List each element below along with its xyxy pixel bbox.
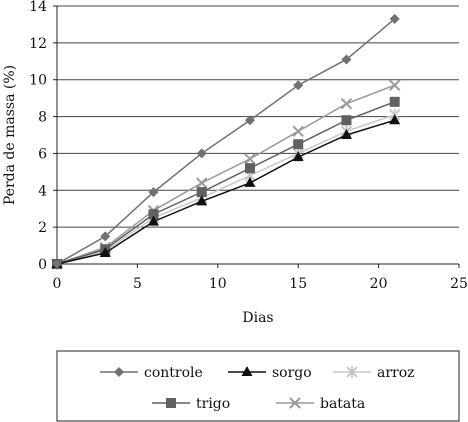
data-point-controle xyxy=(196,148,207,159)
data-point-controle xyxy=(100,231,111,242)
series-batata xyxy=(51,79,401,270)
legend-item-batata: batata xyxy=(276,396,365,412)
legend-item-controle: controle xyxy=(100,365,203,381)
data-point-sorgo xyxy=(99,246,111,257)
data-point-controle xyxy=(389,13,400,24)
marker-stroke xyxy=(292,125,304,138)
x-tick-label: 25 xyxy=(450,276,468,292)
y-tick-label: 0 xyxy=(38,257,47,273)
data-series xyxy=(51,13,401,270)
data-point-controle xyxy=(52,259,62,269)
tick-labels: 0 2 4 6 8 10 12 14 0 5 10 15 20 25 xyxy=(29,0,468,292)
y-tick-label: 10 xyxy=(29,73,47,89)
marker-stroke xyxy=(388,79,401,91)
series-line-batata xyxy=(56,84,395,265)
data-point-sorgo xyxy=(340,129,352,139)
y-axis-label: Perda de massa (%) xyxy=(2,65,18,205)
series-line-sorgo xyxy=(56,119,395,265)
legend-item-arroz: arroz xyxy=(333,365,415,381)
legend-item-sorgo: sorgo xyxy=(228,365,312,381)
series-line-trigo xyxy=(56,101,395,265)
legend-label: controle xyxy=(144,365,203,381)
y-tick-label: 8 xyxy=(38,110,47,126)
marker-stroke xyxy=(289,397,301,409)
legend-label: batata xyxy=(320,396,365,412)
marker-stroke xyxy=(340,97,353,110)
legend-marker xyxy=(289,397,301,409)
data-point-controle xyxy=(293,80,304,91)
data-point-sorgo xyxy=(147,215,159,226)
data-point-sorgo xyxy=(292,151,304,162)
y-tick-label: 12 xyxy=(29,36,47,52)
legend-box xyxy=(56,350,460,422)
legend-item-trigo: trigo xyxy=(152,396,230,412)
legend-label: trigo xyxy=(196,396,230,412)
legend-label: sorgo xyxy=(272,365,312,381)
legend-label: arroz xyxy=(377,365,415,381)
legend-marker xyxy=(166,398,176,408)
legend: controle sorgo arroz trigo batata xyxy=(56,350,460,422)
y-tick-label: 14 xyxy=(29,0,47,15)
x-tick-label: 0 xyxy=(53,276,62,292)
legend-marker xyxy=(241,366,253,376)
axes xyxy=(53,5,460,268)
series-line-controle xyxy=(56,18,396,265)
series-trigo xyxy=(52,96,400,269)
data-point-controle xyxy=(341,54,352,65)
gridlines xyxy=(57,5,459,228)
data-point-trigo xyxy=(196,187,207,198)
data-point-sorgo xyxy=(196,195,208,206)
x-tick-label: 5 xyxy=(133,276,142,292)
data-point-batata xyxy=(196,177,208,189)
data-point-trigo xyxy=(341,115,352,126)
y-tick-label: 2 xyxy=(38,220,47,236)
marker-stroke xyxy=(244,153,256,165)
data-point-trigo xyxy=(244,163,255,174)
x-tick-label: 10 xyxy=(209,276,227,292)
x-tick-label: 15 xyxy=(289,276,307,292)
y-tick-label: 4 xyxy=(38,183,47,199)
x-axis-label: Dias xyxy=(242,310,273,326)
data-point-controle xyxy=(244,115,255,126)
data-point-batata xyxy=(388,79,401,91)
data-point-batata xyxy=(340,97,353,110)
series-line-arroz xyxy=(56,114,395,265)
x-tick-label: 20 xyxy=(370,276,388,292)
series-controle xyxy=(52,13,400,269)
data-point-sorgo xyxy=(389,114,401,125)
data-point-trigo xyxy=(389,96,400,107)
data-point-trigo xyxy=(293,139,304,150)
data-point-batata xyxy=(244,153,256,165)
y-tick-label: 6 xyxy=(38,146,47,162)
data-point-trigo xyxy=(148,209,159,220)
data-point-batata xyxy=(292,125,304,138)
data-point-sorgo xyxy=(244,176,256,187)
data-point-controle xyxy=(148,187,159,198)
legend-marker xyxy=(114,367,124,377)
legend-marker xyxy=(346,366,358,378)
marker-stroke xyxy=(196,177,208,189)
